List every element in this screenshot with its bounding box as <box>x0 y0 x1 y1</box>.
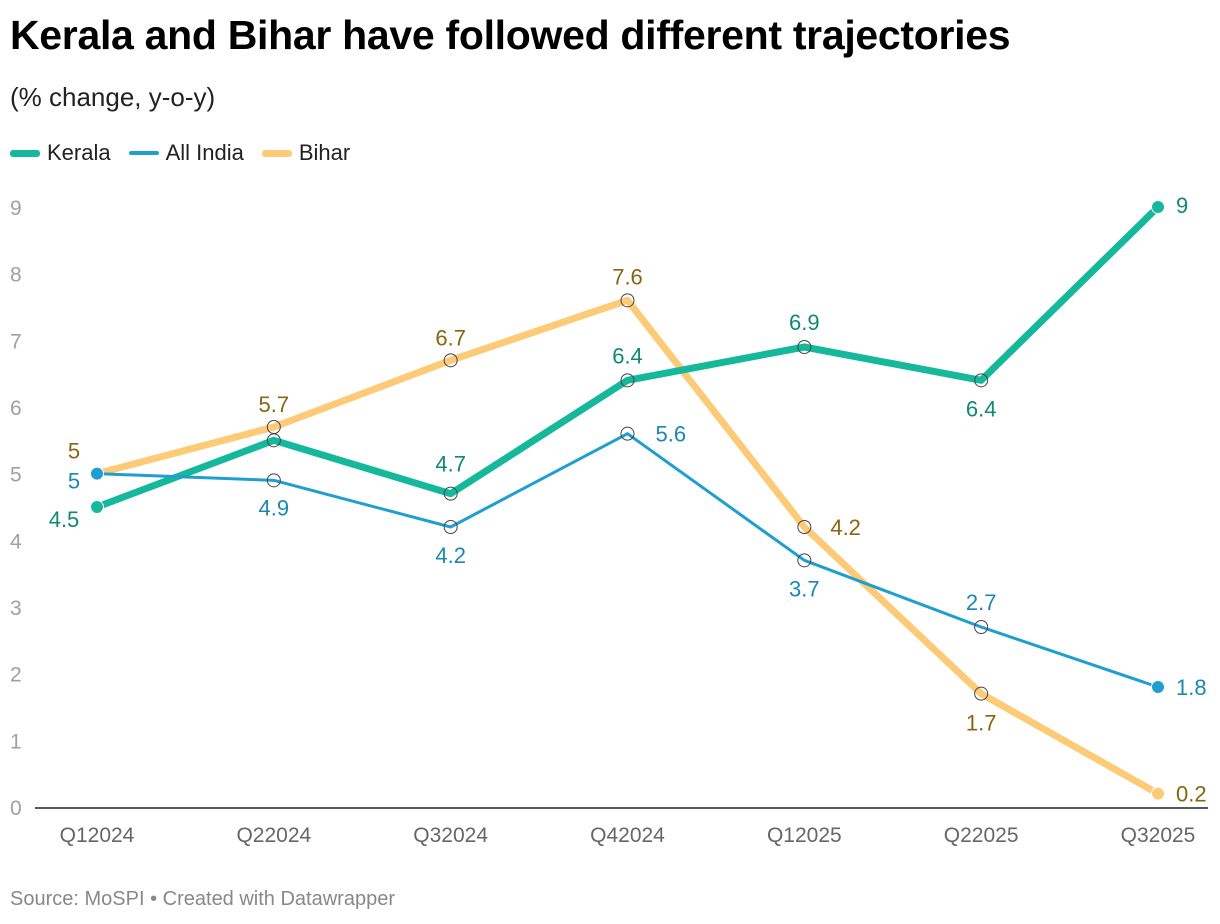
point-all-india-3 <box>620 426 635 441</box>
legend-label-all-india: All India <box>165 140 244 165</box>
data-label-all-india-4: 3.7 <box>789 576 820 601</box>
data-label-bihar-1: 5.7 <box>259 392 290 417</box>
point-kerala-6 <box>1151 200 1165 214</box>
x-tick-label-q22025: Q22025 <box>944 824 1019 847</box>
x-tick-label-q22024: Q22024 <box>236 824 311 847</box>
y-tick-label-3: 3 <box>10 597 22 620</box>
point-kerala-3 <box>620 373 635 388</box>
y-tick-label-4: 4 <box>10 530 22 553</box>
data-label-kerala-3: 6.4 <box>612 343 643 368</box>
point-kerala-0 <box>90 500 104 514</box>
data-label-bihar-5: 1.7 <box>966 711 997 736</box>
point-kerala-2 <box>443 486 458 501</box>
x-tick-label-q32025: Q32025 <box>1121 824 1196 847</box>
y-tick-label-8: 8 <box>10 264 22 287</box>
x-tick-label-q12025: Q12025 <box>767 824 842 847</box>
data-label-kerala-4: 6.9 <box>789 310 820 335</box>
point-bihar-5 <box>974 686 989 701</box>
y-tick-label-5: 5 <box>10 464 22 487</box>
chart-subtitle: (% change, y-o-y) <box>10 82 216 112</box>
point-kerala-5 <box>974 373 989 388</box>
x-tick-label-q42024: Q42024 <box>590 824 665 847</box>
point-all-india-6 <box>1151 680 1165 694</box>
series-line-bihar <box>93 296 1162 798</box>
data-label-bihar-0: 5 <box>68 439 80 464</box>
y-tick-label-7: 7 <box>10 330 22 353</box>
chart-title: Kerala and Bihar have followed different… <box>10 12 1011 58</box>
data-label-kerala-6: 9 <box>1176 193 1188 218</box>
point-all-india-5 <box>974 620 989 634</box>
y-tick-label-0: 0 <box>10 797 22 820</box>
line-chart: 0 1 2 3 4 5 6 7 8 9 Q12024 Q22024 Q32024 Q42024 Q12025… <box>10 193 1208 847</box>
point-all-india-1 <box>266 473 281 488</box>
x-tick-label-q32024: Q32024 <box>413 824 488 847</box>
point-kerala-1 <box>266 433 281 448</box>
legend-item-all-india: All India <box>128 140 244 166</box>
point-all-india-4 <box>797 553 812 568</box>
legend-item-bihar: Bihar <box>261 140 351 166</box>
data-label-all-india-1: 4.9 <box>259 495 290 520</box>
point-all-india-2 <box>443 520 458 534</box>
data-label-all-india-0: 5 <box>68 469 80 494</box>
point-all-india-0 <box>90 466 104 481</box>
legend-label-bihar: Bihar <box>298 140 351 165</box>
source-text: Source: MoSPI <box>10 888 145 910</box>
footer: Source: MoSPI • Created with Datawrapper <box>10 888 395 911</box>
y-tick-label-2: 2 <box>10 664 22 687</box>
y-tick-label-1: 1 <box>10 730 22 753</box>
data-label-bihar-4: 4.2 <box>830 515 861 540</box>
series-line-all-india <box>95 432 1160 689</box>
data-label-bihar-6: 0.2 <box>1176 782 1207 807</box>
point-bihar-6 <box>1151 786 1165 801</box>
y-tick-label-9: 9 <box>10 197 22 220</box>
data-label-kerala-0: 4.5 <box>49 507 80 532</box>
legend-item-kerala: Kerala <box>10 140 111 166</box>
legend-label-kerala: Kerala <box>47 140 111 165</box>
legend-swatch-kerala <box>10 149 40 157</box>
point-kerala-4 <box>797 340 812 354</box>
point-bihar-4 <box>797 520 812 534</box>
legend-swatch-all-india <box>128 151 159 155</box>
series-line-kerala <box>93 203 1162 511</box>
footer-separator: • <box>150 888 158 910</box>
data-label-all-india-5: 2.7 <box>966 590 997 615</box>
data-label-all-india-3: 5.6 <box>656 422 687 447</box>
y-tick-label-6: 6 <box>10 397 22 420</box>
data-label-kerala-2: 4.7 <box>435 452 466 477</box>
legend: Kerala All India Bihar <box>10 140 368 166</box>
data-label-bihar-3: 7.6 <box>612 264 643 289</box>
data-label-kerala-5: 6.4 <box>966 396 997 421</box>
point-bihar-2 <box>443 353 458 368</box>
point-bihar-3 <box>620 293 635 308</box>
data-label-bihar-2: 6.7 <box>435 325 466 350</box>
legend-swatch-bihar <box>261 149 292 157</box>
data-label-all-india-2: 4.2 <box>435 543 466 568</box>
x-tick-label-q12024: Q12024 <box>60 824 135 847</box>
data-label-all-india-6: 1.8 <box>1176 675 1207 700</box>
credit-text: Created with Datawrapper <box>162 888 395 910</box>
